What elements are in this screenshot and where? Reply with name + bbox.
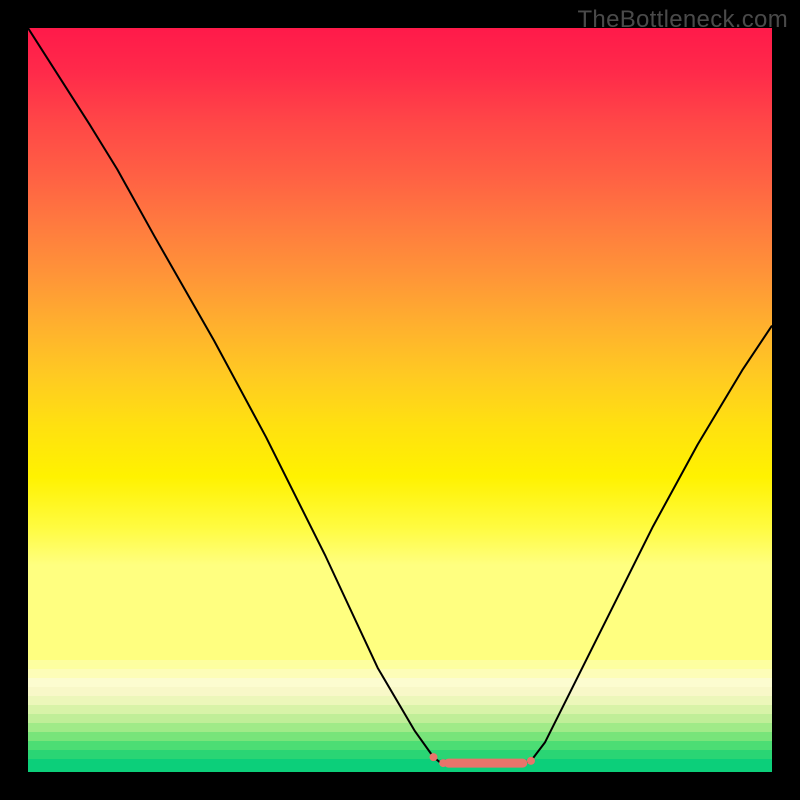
curve-layer	[28, 28, 772, 772]
watermark-text: TheBottleneck.com	[577, 6, 788, 34]
curve-marker	[527, 757, 535, 765]
plot-area	[28, 28, 772, 772]
curve-marker	[439, 759, 447, 767]
curve-marker	[429, 753, 437, 761]
chart-frame: TheBottleneck.com	[0, 0, 800, 800]
bottleneck-curve	[28, 28, 772, 763]
